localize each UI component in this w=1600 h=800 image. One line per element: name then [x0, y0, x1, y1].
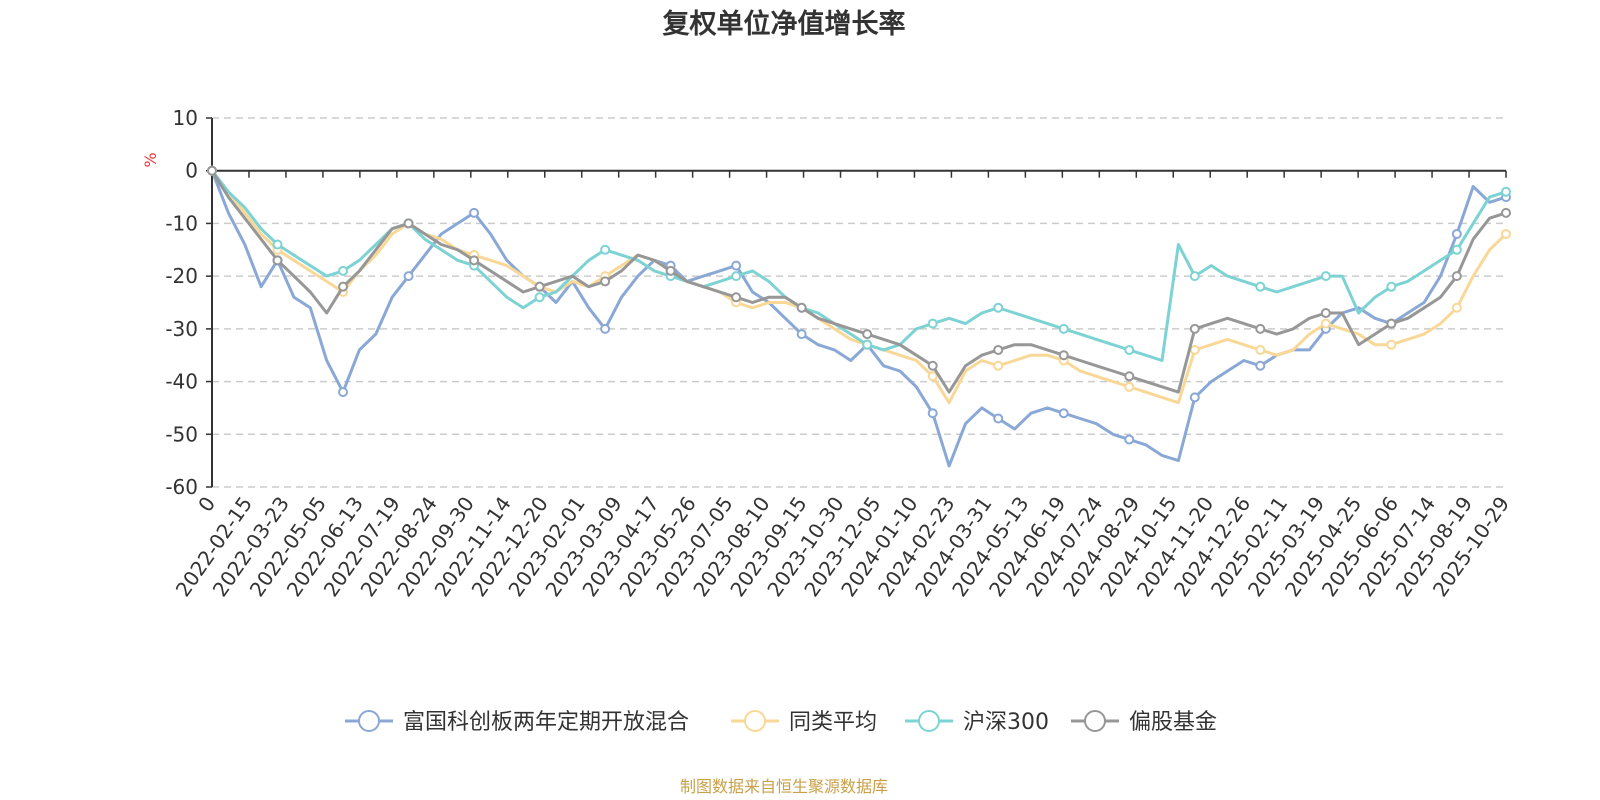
- series-point: [1189, 344, 1200, 355]
- series-point: [272, 255, 283, 266]
- series-point: [1386, 281, 1397, 292]
- series-point: [600, 244, 611, 255]
- legend-item[interactable]: 同类平均: [731, 710, 877, 735]
- series-point: [862, 329, 873, 340]
- series-point: [1386, 318, 1397, 329]
- series-point: [1451, 228, 1462, 239]
- series-point: [1501, 228, 1511, 239]
- series-point: [1255, 281, 1266, 292]
- series-point: [1189, 392, 1200, 403]
- series-point: [1386, 339, 1397, 350]
- series-layer: [207, 165, 1511, 468]
- series-point: [272, 239, 283, 250]
- series-point: [1501, 207, 1511, 218]
- series-point: [993, 360, 1004, 371]
- y-tick-labels: 10 0 -10 -20 -30 -40 -50 -60: [165, 106, 198, 499]
- series-line: [210, 169, 1508, 394]
- series-point: [1058, 323, 1069, 334]
- series-point: [1451, 244, 1462, 255]
- series-point: [469, 255, 480, 266]
- series-point: [731, 260, 742, 271]
- y-tick-label: -50: [165, 422, 198, 446]
- legend-item[interactable]: 偏股基金: [1071, 710, 1217, 735]
- grid-layer: [206, 117, 1506, 488]
- series-point: [600, 323, 611, 334]
- y-tick-label: -30: [165, 317, 198, 341]
- y-tick-label: 0: [185, 159, 198, 183]
- y-tick-label: -10: [165, 211, 198, 235]
- series-point: [1189, 323, 1200, 334]
- series-point: [993, 413, 1004, 424]
- x-tick-label: 0: [193, 492, 220, 516]
- series-point: [1501, 186, 1511, 197]
- series-point: [403, 271, 414, 282]
- series-point: [534, 281, 545, 292]
- legend-item[interactable]: 富国科创板两年定期开放混合: [345, 710, 689, 735]
- series-point: [1451, 302, 1462, 313]
- legend-circle-icon: [918, 710, 940, 732]
- series-point: [338, 265, 349, 276]
- y-tick-label: -60: [165, 475, 198, 499]
- series-point: [993, 344, 1004, 355]
- legend: 富国科创板两年定期开放混合 同类平均 沪深300 偏股基金: [345, 710, 1217, 735]
- series-point: [796, 302, 807, 313]
- legend-label: 富国科创板两年定期开放混合: [403, 710, 689, 735]
- series-point: [1255, 360, 1266, 371]
- series-point: [1189, 271, 1200, 282]
- series-line: [210, 169, 1508, 405]
- y-tick-label: -40: [165, 370, 198, 394]
- chart-title: 复权单位净值增长率: [663, 8, 906, 40]
- series-point: [1451, 271, 1462, 282]
- series-point: [1124, 344, 1135, 355]
- series-4: [207, 165, 1511, 394]
- series-point: [469, 207, 480, 218]
- series-point: [1255, 344, 1266, 355]
- series-point: [1320, 271, 1331, 282]
- series-point: [862, 339, 873, 350]
- legend-label: 同类平均: [789, 710, 877, 735]
- series-point: [927, 318, 938, 329]
- legend-label: 偏股基金: [1129, 710, 1217, 735]
- series-point: [403, 218, 414, 229]
- legend-circle-icon: [358, 710, 380, 732]
- series-point: [993, 302, 1004, 313]
- series-point: [1320, 308, 1331, 319]
- series-point: [1058, 350, 1069, 361]
- series-point: [1255, 323, 1266, 334]
- y-tick-label: -20: [165, 264, 198, 288]
- series-point: [1058, 408, 1069, 419]
- series-point: [731, 292, 742, 303]
- series-point: [207, 165, 217, 176]
- series-point: [927, 360, 938, 371]
- series-point: [338, 387, 349, 398]
- series-point: [1124, 381, 1135, 392]
- legend-circle-icon: [1084, 710, 1106, 732]
- x-tick-labels: 02022-02-152022-03-232022-05-052022-06-1…: [171, 492, 1514, 601]
- series-point: [1320, 318, 1331, 329]
- series-point: [927, 371, 938, 382]
- series-line: [210, 169, 1508, 362]
- series-point: [927, 408, 938, 419]
- series-point: [1124, 371, 1135, 382]
- series-point: [600, 276, 611, 287]
- series-point: [1124, 434, 1135, 445]
- series-point: [534, 292, 545, 303]
- legend-label: 沪深300: [963, 710, 1049, 735]
- legend-item[interactable]: 沪深300: [905, 710, 1049, 735]
- y-axis-unit: %: [141, 152, 160, 167]
- series-point: [338, 281, 349, 292]
- legend-circle-icon: [744, 710, 766, 732]
- source-note: 制图数据来自恒生聚源数据库: [680, 777, 888, 796]
- axis-layer: [211, 118, 1507, 487]
- y-tick-label: 10: [173, 106, 198, 130]
- series-point: [731, 271, 742, 282]
- series-point: [796, 329, 807, 340]
- series-point: [665, 265, 676, 276]
